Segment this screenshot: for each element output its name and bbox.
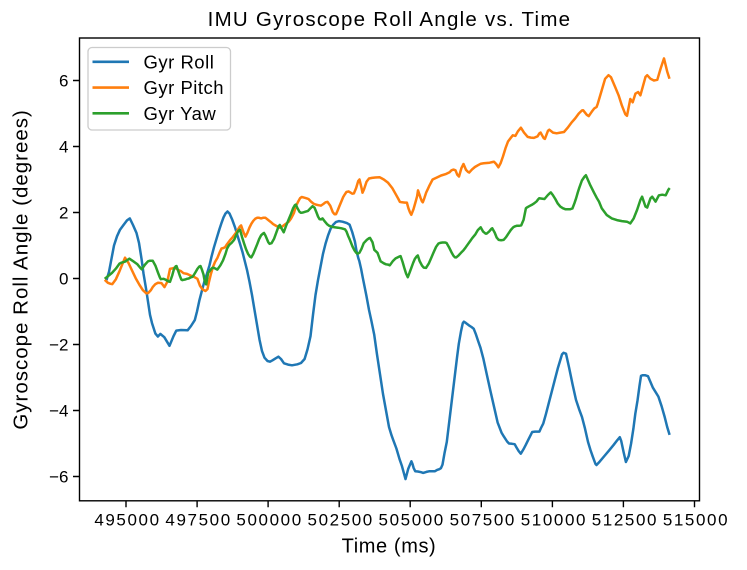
svg-text:6: 6 — [59, 72, 68, 91]
svg-text:4: 4 — [59, 138, 68, 157]
svg-text:515000: 515000 — [663, 511, 729, 530]
svg-text:−4: −4 — [49, 402, 68, 421]
svg-text:495000: 495000 — [94, 511, 160, 530]
svg-text:Gyr Yaw: Gyr Yaw — [144, 103, 217, 124]
svg-text:507500: 507500 — [450, 511, 516, 530]
svg-text:Time (ms): Time (ms) — [342, 535, 437, 557]
svg-text:500000: 500000 — [236, 511, 302, 530]
svg-text:505000: 505000 — [379, 511, 445, 530]
svg-text:502500: 502500 — [308, 511, 374, 530]
svg-text:−6: −6 — [49, 468, 68, 487]
svg-text:Gyr Pitch: Gyr Pitch — [144, 77, 225, 98]
svg-text:2: 2 — [59, 204, 68, 223]
svg-text:Gyroscope Roll Angle (degrees): Gyroscope Roll Angle (degrees) — [10, 109, 33, 430]
svg-text:−2: −2 — [49, 336, 68, 355]
svg-text:512500: 512500 — [592, 511, 658, 530]
svg-text:510000: 510000 — [521, 511, 587, 530]
svg-text:497500: 497500 — [165, 511, 231, 530]
svg-text:IMU Gyroscope Roll Angle vs. T: IMU Gyroscope Roll Angle vs. Time — [208, 8, 572, 31]
svg-text:Gyr Roll: Gyr Roll — [144, 51, 215, 72]
svg-text:0: 0 — [59, 270, 68, 289]
